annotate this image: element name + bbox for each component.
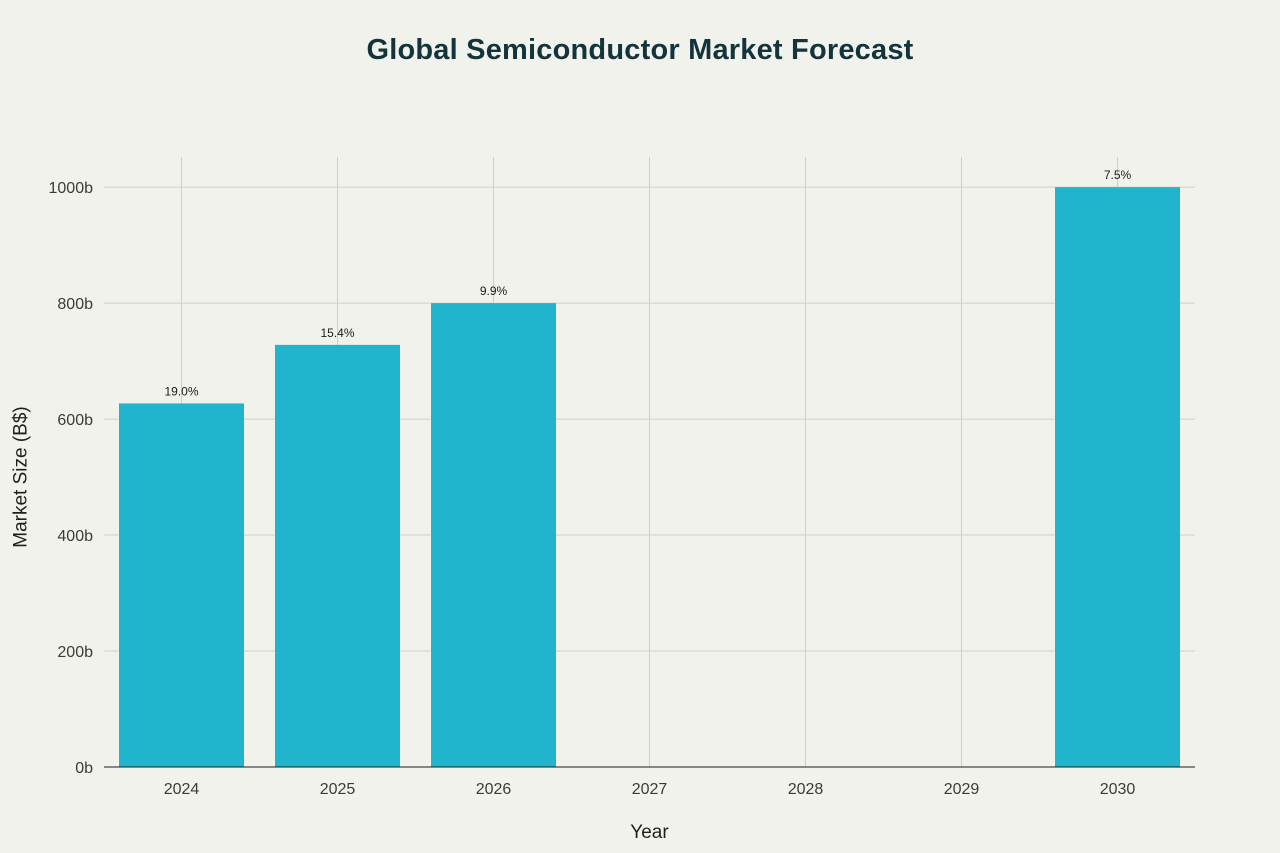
y-tick-label: 1000b [49,180,94,197]
x-tick-label: 2026 [476,781,512,798]
data-label: 7.5% [1104,168,1132,182]
x-axis-title: Year [630,822,669,843]
bar-2025 [275,344,400,767]
y-tick-label: 800b [57,296,93,313]
y-tick-label: 600b [57,412,93,429]
x-tick-label: 2030 [1100,781,1136,798]
x-tick-label: 2025 [320,781,356,798]
chart-title: Global Semiconductor Market Forecast [366,34,914,66]
x-tick-label: 2028 [788,781,824,798]
y-tick-label: 400b [57,528,93,545]
x-tick-label: 2027 [632,781,668,798]
data-label-layer: 19.0% 15.4% 9.9% 7.5% [164,168,1131,398]
x-tick-label: 2024 [164,781,200,798]
bar-2024 [119,403,244,767]
x-tick-label: 2029 [944,781,980,798]
y-tick-label: 0b [75,760,93,777]
data-label: 9.9% [480,284,508,298]
bar-2030 [1055,187,1180,767]
y-tick-label: 200b [57,644,93,661]
bar-2026 [431,303,556,767]
grid-layer [104,157,1195,767]
x-tick-labels: 2024 2025 2026 2027 2028 2029 2030 [164,781,1136,798]
y-tick-labels: 0b 200b 400b 600b 800b 1000b [49,180,94,777]
bar-layer [119,187,1180,767]
y-axis-title: Market Size (B$) [11,406,32,547]
data-label: 19.0% [164,384,198,398]
data-label: 15.4% [320,326,354,340]
